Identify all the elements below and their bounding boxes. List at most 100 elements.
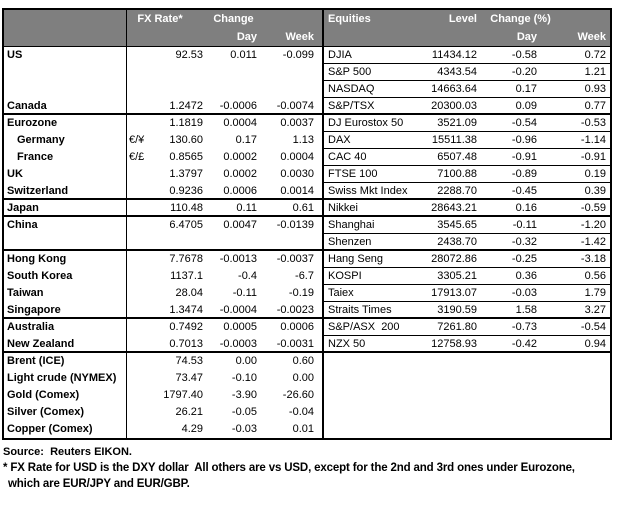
- table-row: NASDAQ 14663.64 0.17 0.93: [4, 81, 610, 98]
- fx-rate-value: 28.04: [175, 287, 203, 299]
- fx-week-change: -0.0074: [276, 100, 314, 112]
- equity-row-cac-40: CAC 40 6507.48 -0.91 -0.91: [322, 149, 610, 166]
- equities-change-column-header: Change (%): [490, 13, 551, 25]
- equity-day-change: 1.58: [515, 304, 537, 316]
- country-label: [4, 81, 127, 98]
- equity-name: S&P/TSX: [328, 100, 375, 112]
- currency-pair: [127, 302, 161, 317]
- equity-row: [322, 404, 610, 421]
- table-row: New Zealand 0.7013 -0.0003 -0.0031 NZX 50 127…: [4, 336, 610, 353]
- fx-row-copper-comex: Copper (Comex) 4.29 -0.03 0.01: [4, 421, 322, 438]
- country-label: South Korea: [4, 268, 127, 285]
- country-label: Switzerland: [4, 183, 127, 198]
- fx-rate-value: 1.3797: [169, 168, 203, 180]
- fx-week-change: 0.00: [292, 372, 314, 384]
- fx-day-change: -0.10: [231, 372, 257, 384]
- country-label: [4, 64, 127, 81]
- fx-rate-value: 1.2472: [169, 100, 203, 112]
- fx-row-canada: Canada 1.2472 -0.0006 -0.0074: [4, 98, 322, 115]
- equity-level: 6507.48: [437, 151, 477, 163]
- equities-column-header: Equities: [328, 13, 371, 25]
- source-note: Source: Reuters EIKON.: [3, 446, 132, 458]
- fx-row: [4, 81, 322, 98]
- equity-level: 7100.88: [437, 168, 477, 180]
- fx-week-change: -0.0037: [276, 253, 314, 265]
- currency-pair: [127, 81, 161, 98]
- fx-day-change: -0.0006: [219, 100, 257, 112]
- equity-level: 28072.86: [431, 253, 477, 265]
- fx-change-column-header: Change: [213, 13, 254, 25]
- currency-pair: €/¥: [129, 134, 145, 146]
- fx-footnote-line1: * FX Rate for USD is the DXY dollar All …: [3, 462, 575, 474]
- equities-week-column-header: Week: [577, 31, 606, 43]
- country-label: Copper (Comex): [4, 421, 127, 438]
- currency-pair: [127, 353, 161, 370]
- fx-week-change: 0.0030: [280, 168, 314, 180]
- fx-row-china: China 6.4705 0.0047 -0.0139: [4, 217, 322, 234]
- fx-day-change: -0.0004: [219, 304, 257, 316]
- equity-day-change: -0.20: [511, 66, 537, 78]
- fx-row: [4, 234, 322, 251]
- fx-week-change: -0.04: [288, 406, 314, 418]
- equity-row: [322, 387, 610, 404]
- fx-week-change: -0.0031: [276, 338, 314, 350]
- equity-week-change: 1.21: [584, 66, 606, 78]
- currency-pair: [127, 166, 161, 183]
- currency-pair: [127, 370, 161, 387]
- header-blank-cell: [324, 28, 424, 46]
- equity-name: FTSE 100: [328, 168, 378, 180]
- fx-week-change: [259, 64, 322, 81]
- equity-level: 20300.03: [431, 100, 477, 112]
- equity-level: [424, 370, 479, 387]
- fx-day-change: [205, 64, 259, 81]
- equity-day-change: -0.89: [511, 168, 537, 180]
- currency-pair: [127, 421, 161, 438]
- equity-week-change: -1.42: [580, 236, 606, 248]
- fx-day-change: -0.0003: [219, 338, 257, 350]
- equity-level: [424, 353, 479, 370]
- equity-level: [424, 404, 479, 421]
- fx-day-change: [205, 81, 259, 98]
- equity-day-change: -0.91: [511, 151, 537, 163]
- table-row: Eurozone 1.1819 0.0004 0.0037 DJ Eurostox 50…: [4, 115, 610, 132]
- fx-week-change: [259, 81, 322, 98]
- fx-rate-value: 73.47: [175, 372, 203, 384]
- fx-rate-value: 0.7492: [169, 321, 203, 333]
- equity-row-dj-eurostox-50: DJ Eurostox 50 3521.09 -0.54 -0.53: [322, 115, 610, 132]
- currency-pair: [127, 387, 161, 404]
- equity-name: Hang Seng: [328, 253, 384, 265]
- equity-day-change: -0.73: [511, 321, 537, 333]
- fx-week-change: 0.0014: [280, 185, 314, 197]
- equity-name: [324, 353, 424, 370]
- equity-row-nzx-50: NZX 50 12758.93 -0.42 0.94: [322, 336, 610, 353]
- equity-row: [322, 370, 610, 387]
- fx-rate-value: [161, 81, 205, 98]
- fx-day-change: -0.0013: [219, 253, 257, 265]
- equity-week-change: -1.20: [580, 219, 606, 231]
- fx-day-change: 0.11: [236, 202, 257, 214]
- equity-name: [324, 387, 424, 404]
- fx-week-change: 0.61: [292, 202, 314, 214]
- equity-name: KOSPI: [328, 270, 362, 282]
- equity-level: 3545.65: [437, 219, 477, 231]
- equity-week-change: 1.79: [584, 287, 606, 299]
- equity-row-s-p-tsx: S&P/TSX 20300.03 0.09 0.77: [322, 98, 610, 115]
- currency-pair: [127, 98, 161, 113]
- country-label: France: [4, 149, 127, 166]
- equity-level: [424, 421, 479, 438]
- equity-day-change: [479, 404, 537, 421]
- table-row: Australia 0.7492 0.0005 0.0006 S&P/ASX 200 72…: [4, 319, 610, 336]
- country-label: Hong Kong: [4, 251, 127, 268]
- equity-week-change: -0.59: [580, 202, 606, 214]
- fx-row-new-zealand: New Zealand 0.7013 -0.0003 -0.0031: [4, 336, 322, 353]
- equity-level: 3521.09: [437, 117, 477, 129]
- fx-row-silver-comex: Silver (Comex) 26.21 -0.05 -0.04: [4, 404, 322, 421]
- equity-day-change: 0.16: [515, 202, 537, 214]
- fx-rate-value: 1137.1: [170, 270, 203, 282]
- currency-pair: [127, 268, 161, 285]
- equity-row-dax: DAX 15511.38 -0.96 -1.14: [322, 132, 610, 149]
- fx-day-change: 0.011: [230, 49, 257, 61]
- equity-week-change: 0.77: [584, 100, 606, 112]
- fx-week-change: 0.0037: [280, 117, 314, 129]
- equity-name: NZX 50: [328, 338, 366, 350]
